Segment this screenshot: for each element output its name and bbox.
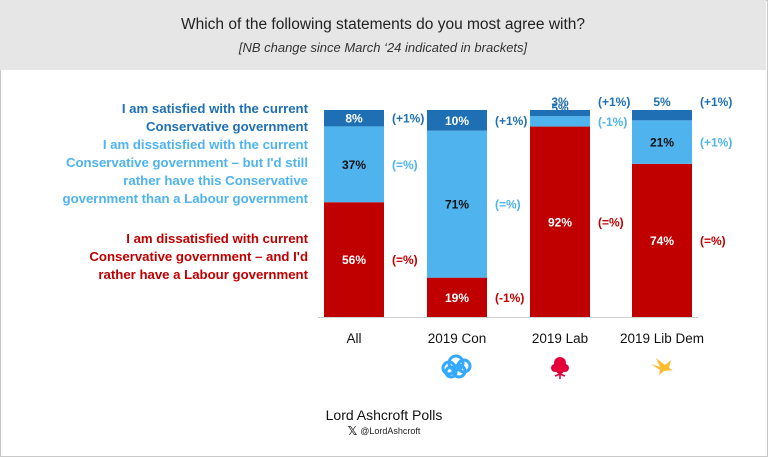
data-label: 8%	[345, 112, 363, 126]
change-label: (+1%)	[700, 95, 732, 109]
change-label: (+1%)	[392, 112, 424, 126]
header-band: Which of the following statements do you…	[0, 0, 766, 70]
data-label: 92%	[548, 215, 572, 229]
data-label: 21%	[650, 136, 674, 150]
bar-segment	[632, 120, 692, 164]
legend-dissatisfied-con: I am dissatisfied with the current Conse…	[62, 137, 308, 206]
category-label: 2019 Con	[428, 331, 487, 346]
data-label: 74%	[650, 234, 674, 248]
data-label: 5%	[653, 95, 671, 109]
footer-handle-row: 𝕏 @LordAshcroft	[0, 424, 768, 438]
data-label: 37%	[342, 158, 366, 172]
footer-handle: @LordAshcroft	[360, 426, 421, 436]
change-label: (+1%)	[598, 95, 630, 109]
change-label: (+1%)	[495, 114, 527, 128]
legend-dissatisfied-lab: I am dissatisfied with current Conservat…	[89, 231, 308, 282]
rose-logo-icon	[551, 357, 569, 379]
bar-segment	[530, 110, 590, 117]
bar-segment	[427, 110, 487, 131]
data-label: 19%	[445, 291, 469, 305]
bar-segment	[632, 163, 692, 317]
chart-title: Which of the following statements do you…	[180, 16, 586, 33]
bar-segment	[324, 202, 384, 317]
category-label: All	[346, 331, 361, 346]
bar-segment	[632, 110, 692, 121]
data-label: 71%	[445, 198, 469, 212]
data-label: 3%	[551, 95, 569, 109]
change-label: (=%)	[700, 234, 726, 248]
chart-subtitle: [NB change since March ‘24 indicated in …	[238, 40, 528, 55]
footer-brand: Lord Ashcroft Polls	[325, 407, 443, 423]
change-label: (-1%)	[598, 115, 627, 129]
bar-segment	[427, 277, 487, 317]
stacked-bar-chart: 56% (=%) 37% (=%) 8% (+1%) All 19% (-1%) 71% (=%) 1…	[318, 95, 732, 379]
change-label: (=%)	[392, 158, 418, 172]
bar-segment	[427, 130, 487, 278]
data-label: 56%	[342, 253, 366, 267]
x-logo-icon: 𝕏	[347, 424, 358, 438]
change-label: (-1%)	[495, 291, 524, 305]
change-label: (=%)	[392, 253, 418, 267]
change-label: (+1%)	[700, 136, 732, 150]
category-label: 2019 Lab	[532, 331, 588, 346]
bar-segment	[530, 116, 590, 127]
bar-segment	[324, 126, 384, 203]
bar-segment	[530, 126, 590, 317]
tree-logo-icon	[441, 354, 472, 379]
change-label: (=%)	[495, 198, 521, 212]
bar-segment	[324, 110, 384, 127]
data-label: 10%	[445, 114, 469, 128]
change-label: (=%)	[598, 215, 624, 229]
category-label: 2019 Lib Dem	[620, 331, 704, 346]
legend-satisfied: I am satisfied with the current Conserva…	[121, 101, 308, 134]
bird-logo-icon	[651, 358, 673, 375]
